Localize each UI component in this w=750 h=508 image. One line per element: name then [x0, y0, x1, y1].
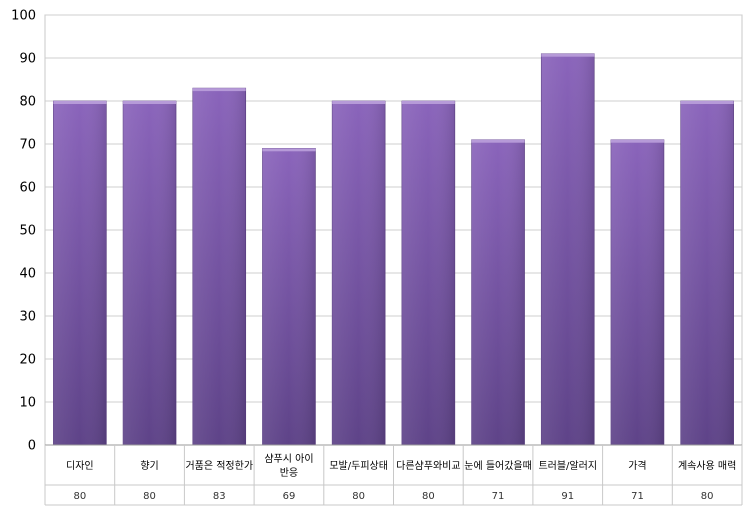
y-tick-label: 70 — [19, 138, 36, 153]
bar-shade — [401, 101, 455, 445]
y-tick-label: 50 — [19, 224, 36, 239]
x-category-label: 가격 — [628, 459, 646, 472]
y-tick-label: 40 — [19, 267, 36, 282]
y-tick-label: 30 — [19, 310, 36, 325]
data-value-label: 83 — [213, 491, 226, 502]
y-tick-label: 100 — [11, 9, 36, 24]
bar-top — [53, 101, 107, 104]
bar-shade — [53, 101, 107, 445]
bar-shade — [332, 101, 386, 445]
bar-top — [610, 139, 664, 143]
y-axis: 0 10 20 30 40 50 60 70 80 90 100 — [11, 9, 36, 454]
data-value-label: 71 — [492, 491, 505, 502]
y-tick-label: 60 — [19, 181, 36, 196]
x-category-label: 트러블/알러지 — [538, 460, 597, 472]
bar-top — [332, 101, 386, 104]
y-tick-label: 10 — [19, 396, 36, 411]
data-value-label: 80 — [143, 491, 156, 502]
data-value-label: 80 — [73, 491, 86, 502]
data-value-label: 69 — [283, 491, 296, 502]
bar-shade — [471, 139, 525, 445]
y-tick-label: 90 — [19, 52, 36, 67]
data-value-label: 80 — [422, 491, 435, 502]
x-category-label: 향기 — [140, 460, 158, 472]
bar-top — [123, 101, 177, 104]
bar-top — [262, 148, 316, 152]
bar-top — [401, 101, 455, 104]
bar-top — [680, 101, 734, 104]
x-category-label: 샴푸시 아이 반응 — [264, 453, 313, 479]
bar-top — [541, 53, 595, 57]
bar-shade — [610, 139, 664, 445]
data-value-label: 91 — [561, 491, 574, 502]
y-tick-label: 20 — [19, 353, 36, 368]
bar-top — [192, 88, 246, 92]
y-tick-label: 0 — [28, 439, 36, 454]
bar-shade — [262, 148, 316, 446]
bar-shade — [541, 53, 595, 445]
bar-shade — [123, 101, 177, 445]
x-category-label: 디자인 — [66, 460, 94, 472]
category-table: 디자인 80 향기 80 거품은 적정한가 83 샴푸시 아이 반응 69 모발/두피상태 80 다른… — [44, 444, 743, 506]
x-category-label: 계속사용 매력 — [678, 460, 736, 472]
data-value-label: 80 — [352, 491, 365, 502]
x-category-label: 눈에 들어갔을때 — [464, 460, 532, 472]
bar-top — [471, 139, 525, 143]
data-value-label: 80 — [701, 491, 714, 502]
bar-shade — [192, 88, 246, 445]
y-tick-label: 80 — [19, 95, 36, 110]
bar-shade — [680, 101, 734, 445]
x-category-label: 다른샴푸와비교 — [396, 460, 460, 472]
x-category-label: 거품은 적정한가 — [185, 460, 253, 472]
data-value-label: 71 — [631, 491, 644, 502]
x-category-label: 모발/두피상태 — [329, 460, 388, 472]
bars — [53, 53, 734, 446]
